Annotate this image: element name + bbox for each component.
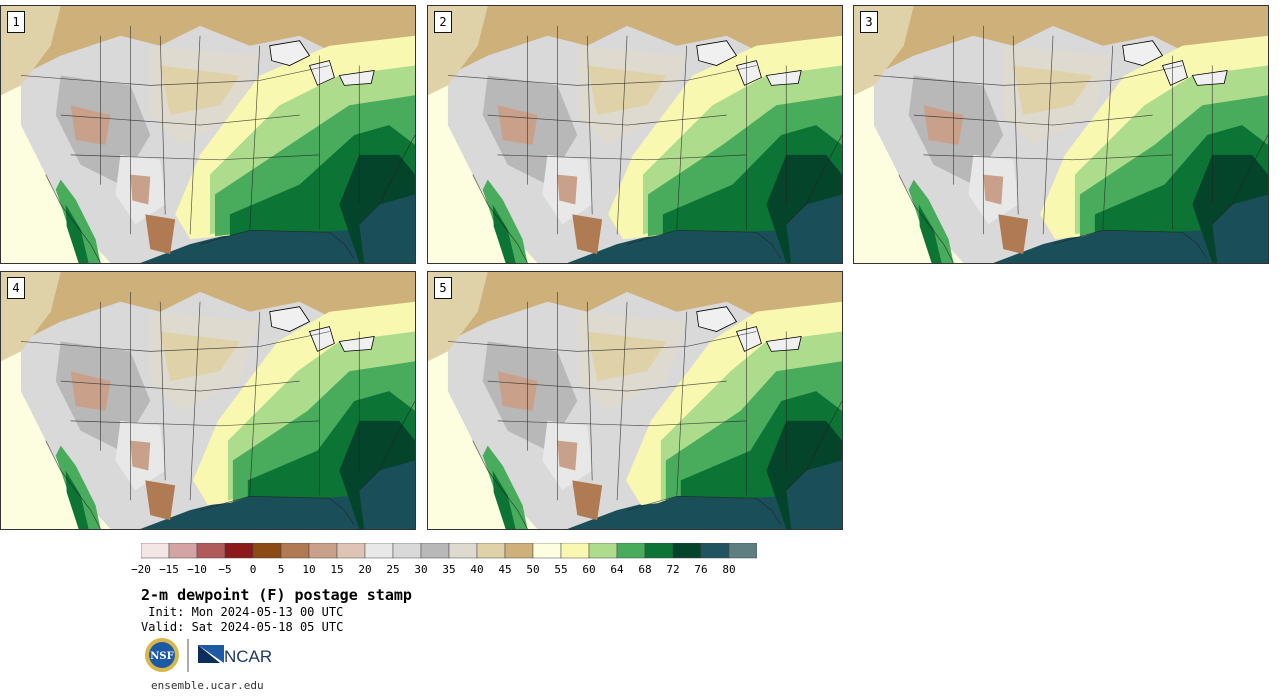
member-panel-4: 4 bbox=[0, 271, 416, 530]
member-number-label: 4 bbox=[7, 277, 25, 299]
logos: NSF NCAR bbox=[145, 638, 272, 672]
colorbar-tick-label: 55 bbox=[554, 563, 568, 576]
colorbar-tick-label: 30 bbox=[414, 563, 428, 576]
valid-time: Valid: Sat 2024-05-18 05 UTC bbox=[141, 620, 344, 634]
colorbar-tick-label: 50 bbox=[526, 563, 540, 576]
member-panel-5: 5 bbox=[427, 271, 843, 530]
colorbar-tick-label: 76 bbox=[694, 563, 708, 576]
colorbar-swatch bbox=[448, 543, 478, 559]
colorbar-swatch bbox=[252, 543, 282, 559]
colorbar-swatch bbox=[224, 543, 254, 559]
ncar-logo-text: NCAR bbox=[224, 647, 272, 666]
colorbar-tick-label: 5 bbox=[277, 563, 285, 576]
colorbar-swatch bbox=[644, 543, 674, 559]
colorbar-swatch bbox=[141, 543, 170, 559]
colorbar-tick-label: 68 bbox=[638, 563, 652, 576]
member-number-label: 5 bbox=[434, 277, 452, 299]
colorbar-swatch bbox=[280, 543, 310, 559]
colorbar-tick-label: 10 bbox=[302, 563, 316, 576]
website-url: ensemble.ucar.edu bbox=[151, 679, 264, 692]
colorbar-tick-label: −10 bbox=[187, 563, 207, 576]
colorbar-tick-label: 25 bbox=[386, 563, 400, 576]
colorbar-swatch bbox=[364, 543, 394, 559]
colorbar-swatch bbox=[504, 543, 534, 559]
nsf-logo-text: NSF bbox=[150, 651, 173, 662]
chart-title: 2-m dewpoint (F) postage stamp bbox=[141, 586, 412, 604]
member-number-label: 3 bbox=[860, 11, 878, 33]
colorbar-tick-label: 20 bbox=[358, 563, 372, 576]
colorbar-swatch bbox=[196, 543, 226, 559]
dewpoint-map bbox=[1, 6, 415, 263]
colorbar-swatch bbox=[588, 543, 618, 559]
member-panel-2: 2 bbox=[427, 5, 843, 264]
dewpoint-map bbox=[428, 6, 842, 263]
colorbar-tick-label: 60 bbox=[582, 563, 596, 576]
dewpoint-map bbox=[1, 272, 415, 529]
colorbar-tick-label: −20 bbox=[131, 563, 151, 576]
colorbar-swatch bbox=[476, 543, 506, 559]
colorbar-swatch bbox=[420, 543, 450, 559]
nsf-logo: NSF bbox=[145, 638, 179, 672]
member-number-label: 2 bbox=[434, 11, 452, 33]
colorbar-swatch bbox=[532, 543, 562, 559]
dewpoint-map bbox=[854, 6, 1268, 263]
member-panel-1: 1 bbox=[0, 5, 416, 264]
colorbar-swatch bbox=[728, 543, 757, 559]
ncar-logo: NCAR bbox=[198, 645, 272, 666]
init-time: Init: Mon 2024-05-13 00 UTC bbox=[141, 605, 344, 619]
colorbar-swatch bbox=[700, 543, 730, 559]
colorbar-swatch bbox=[560, 543, 590, 559]
colorbar-tick-label: 40 bbox=[470, 563, 484, 576]
colorbar-tick-label: 45 bbox=[498, 563, 512, 576]
colorbar-tick-label: 72 bbox=[666, 563, 680, 576]
colorbar-swatch bbox=[616, 543, 646, 559]
colorbar-tick-label: 35 bbox=[442, 563, 456, 576]
colorbar-tick-label: 80 bbox=[722, 563, 736, 576]
colorbar-swatch bbox=[392, 543, 422, 559]
member-number-label: 1 bbox=[7, 11, 25, 33]
colorbar-swatch bbox=[336, 543, 366, 559]
dewpoint-map bbox=[428, 272, 842, 529]
member-panel-3: 3 bbox=[853, 5, 1269, 264]
colorbar-tick-label: 15 bbox=[330, 563, 344, 576]
colorbar-swatch bbox=[308, 543, 338, 559]
colorbar-tick-label: −5 bbox=[218, 563, 232, 576]
colorbar-tick-label: −15 bbox=[159, 563, 179, 576]
colorbar-tick-label: 64 bbox=[610, 563, 624, 576]
colorbar-swatch bbox=[168, 543, 198, 559]
colorbar-tick-label: 0 bbox=[249, 563, 257, 576]
colorbar-swatch bbox=[672, 543, 702, 559]
dewpoint-colorbar bbox=[141, 543, 757, 559]
